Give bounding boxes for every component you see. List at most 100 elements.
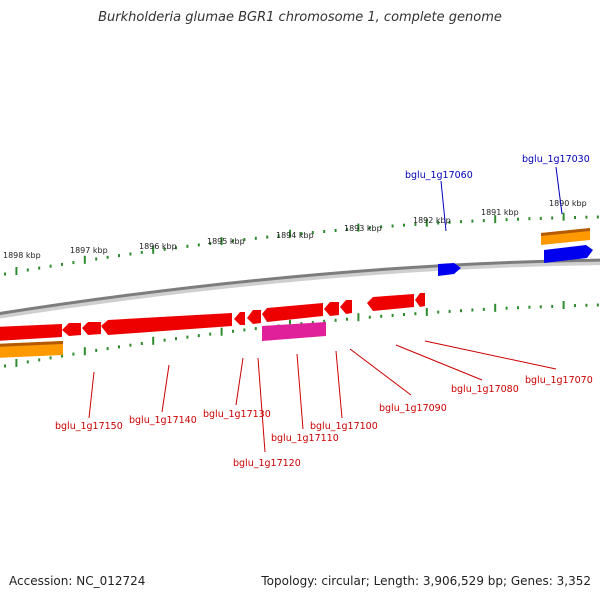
kbp-label: 1897 kbp (70, 246, 108, 255)
tick-mark (551, 216, 554, 220)
tick-mark (289, 229, 291, 238)
kbp-label: 1895 kbp (207, 237, 245, 246)
tick-mark (403, 313, 405, 316)
gene-bglu-1g17100b[interactable] (340, 300, 352, 314)
gene-labels: bglu_1g17060 bglu_1g17030 bglu_1g17150 b… (55, 154, 593, 469)
tick-mark (334, 229, 337, 232)
tick-mark (311, 321, 314, 324)
chromosome-backbone (0, 258, 600, 315)
tick-mark (471, 308, 474, 312)
tick-mark (368, 315, 371, 319)
tick-mark (494, 215, 497, 224)
tick-mark (346, 228, 348, 231)
tick-mark (425, 218, 428, 227)
tick-mark (528, 305, 531, 309)
tick-mark (482, 219, 485, 223)
kbp-label: 1892 kbp (413, 216, 451, 225)
label-leaders (88, 166, 563, 453)
gene-bglu-1g17140b[interactable] (82, 322, 101, 335)
gene-orange-bottom-edge (0, 341, 63, 347)
tick-mark (26, 360, 29, 364)
gene-label-bglu-1g17140[interactable]: bglu_1g17140 (129, 415, 197, 426)
tick-mark (49, 356, 52, 360)
tick-mark (562, 301, 565, 309)
leader-line (88, 371, 95, 419)
gene-orange-top-edge (541, 228, 590, 236)
genome-summary-text: Topology: circular; Length: 3,906,529 bp… (261, 574, 591, 588)
tick-mark (368, 226, 371, 230)
gene-bglu-1g17140[interactable] (101, 313, 232, 335)
tick-mark (574, 304, 576, 308)
gene-bglu-1g17080[interactable] (415, 293, 425, 307)
tick-mark (517, 306, 519, 310)
tick-mark (232, 239, 234, 243)
tick-mark (118, 254, 120, 258)
tick-mark (220, 237, 223, 246)
tick-mark (482, 307, 485, 311)
tick-mark (494, 303, 497, 312)
gene-label-bglu-1g17090[interactable]: bglu_1g17090 (379, 403, 447, 414)
tick-mark (414, 222, 417, 226)
tick-mark (266, 235, 269, 239)
tick-mark (391, 224, 394, 228)
tick-mark (163, 247, 166, 251)
gene-label-bglu-1g17100[interactable]: bglu_1g17100 (310, 421, 378, 432)
tick-mark (129, 343, 132, 347)
tick-mark (539, 305, 542, 309)
gene-bglu-1g17060[interactable] (438, 263, 461, 276)
gene-label-bglu-1g17110[interactable]: bglu_1g17110 (271, 433, 339, 444)
tick-mark (61, 262, 63, 266)
gene-bglu-1g17140a[interactable] (62, 323, 81, 336)
gene-bglu-1g17120[interactable] (247, 310, 261, 324)
tick-mark (197, 334, 200, 338)
tick-mark (437, 221, 440, 225)
gene-bglu-1g17130[interactable] (234, 312, 245, 325)
gene-bglu-1g17090[interactable] (367, 294, 414, 311)
tick-mark (346, 317, 348, 321)
gene-bglu-1g17100[interactable] (324, 302, 339, 316)
tick-mark (243, 238, 246, 241)
tick-mark (448, 309, 451, 313)
gene-bglu-1g17110[interactable] (262, 303, 323, 322)
gene-bglu-1g17030[interactable] (544, 245, 593, 263)
tick-mark (243, 328, 246, 332)
tick-mark (585, 215, 588, 219)
tick-mark (300, 232, 303, 236)
gene-label-bglu-1g17150[interactable]: bglu_1g17150 (55, 421, 123, 432)
tick-mark (334, 318, 337, 322)
tick-mark (38, 266, 41, 270)
tick-mark (562, 212, 565, 221)
tick-mark (175, 246, 177, 250)
tick-mark (403, 223, 405, 227)
tick-mark (209, 242, 212, 245)
tick-mark (357, 313, 360, 322)
leader-line (424, 340, 557, 370)
tick-mark (460, 309, 462, 313)
reverse-strand-genes (0, 293, 425, 358)
tick-mark (323, 230, 326, 233)
leader-line (335, 350, 343, 419)
tick-mark (118, 345, 120, 349)
gene-bglu-1g17150[interactable] (0, 324, 62, 341)
upper-tick-track (4, 212, 599, 276)
tick-mark (517, 217, 519, 221)
gene-label-bglu-1g17130[interactable]: bglu_1g17130 (203, 409, 271, 420)
gene-label-bglu-1g17080[interactable]: bglu_1g17080 (451, 384, 519, 395)
gene-label-bglu-1g17070[interactable]: bglu_1g17070 (525, 375, 593, 386)
gene-label-bglu-1g17120[interactable]: bglu_1g17120 (233, 458, 301, 469)
tick-mark (15, 267, 18, 275)
tick-mark (528, 217, 531, 221)
tick-mark (289, 319, 291, 328)
tick-mark (574, 216, 576, 219)
gene-label-bglu-1g17060[interactable]: bglu_1g17060 (405, 170, 473, 181)
kbp-label: 1891 kbp (481, 208, 519, 217)
gene-label-bglu-1g17030[interactable]: bglu_1g17030 (522, 154, 590, 165)
gene-magenta[interactable] (262, 322, 326, 341)
tick-mark (254, 327, 257, 331)
tick-mark (106, 255, 109, 259)
tick-mark (539, 216, 542, 220)
tick-mark (414, 312, 417, 316)
tick-mark (106, 347, 109, 351)
leader-line (395, 344, 483, 381)
